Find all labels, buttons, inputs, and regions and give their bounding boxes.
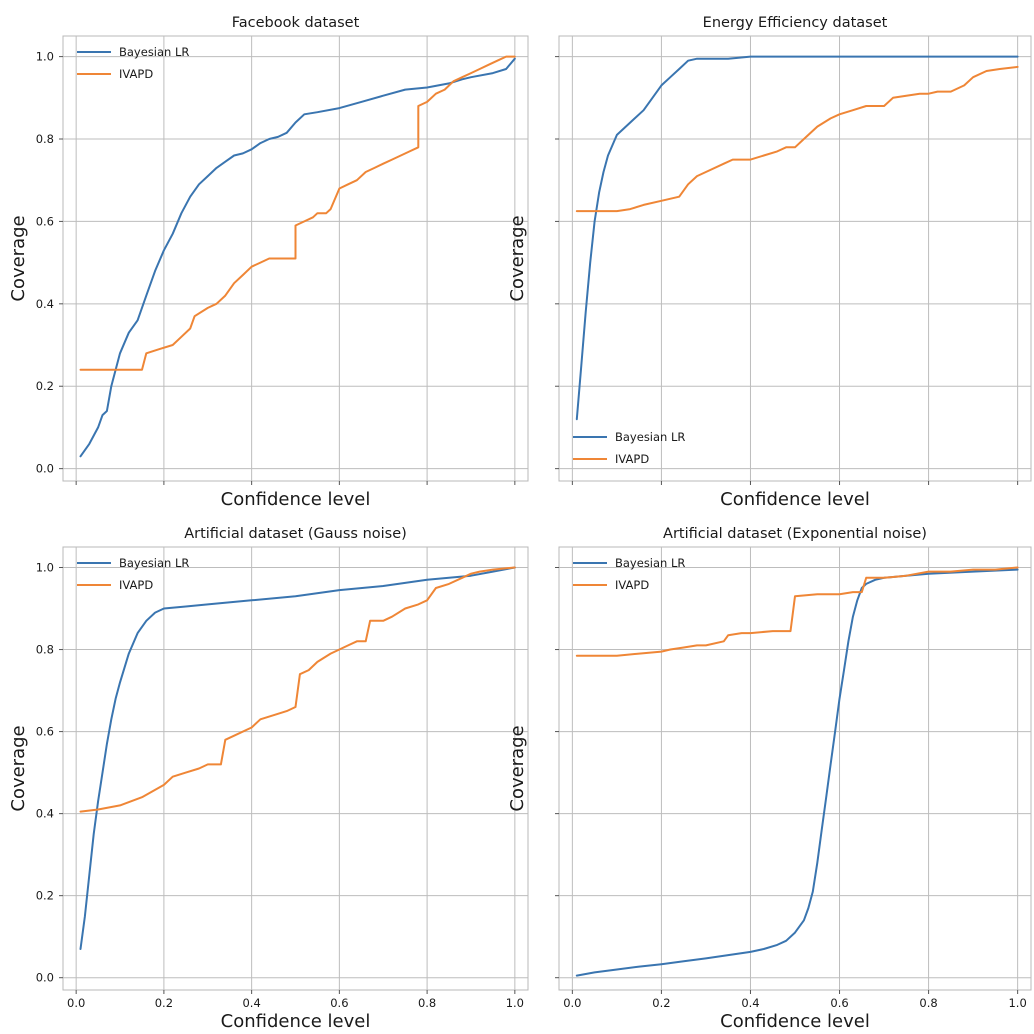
chart-0-y-tick-label-1: 0.2	[36, 379, 54, 393]
chart-2-panel: 0.0 0.2 0.4 0.6 0.8 1.0 0.0 0.2 0.4 0.6 0.8 1.0 Arti…	[8, 526, 529, 1032]
chart-1-title: Energy Efficiency dataset	[703, 15, 888, 31]
chart-3-title: Artificial dataset (Exponential noise)	[663, 526, 927, 542]
chart-2-y-tick-label-3: 0.6	[36, 725, 54, 739]
chart-2-x-axis-label: Confidence level	[221, 1011, 371, 1032]
chart-0-y-tick-label-5: 1.0	[36, 50, 54, 64]
chart-1-x-axis-label: Confidence level	[720, 489, 870, 510]
chart-2-x-tick-label-3: 0.6	[330, 996, 348, 1010]
chart-0-title: Facebook dataset	[232, 15, 360, 31]
chart-3-x-tick-label-0: 0.0	[563, 996, 581, 1010]
chart-3-x-axis-label: Confidence level	[720, 1011, 870, 1032]
chart-3-plot-area	[558, 546, 1032, 991]
chart-3-x-tick-label-1: 0.2	[652, 996, 670, 1010]
chart-0-legend-label-0: Bayesian LR	[119, 45, 189, 59]
chart-1-y-axis-label: Coverage	[507, 215, 528, 301]
chart-2-y-tick-label-1: 0.2	[36, 889, 54, 903]
chart-3-x-tick-label-4: 0.8	[919, 996, 937, 1010]
chart-0-y-tick-label-0: 0.0	[36, 462, 54, 476]
chart-3-x-tick-label-3: 0.6	[830, 996, 848, 1010]
chart-3-legend-label-0: Bayesian LR	[615, 556, 685, 570]
chart-2-y-tick-label-0: 0.0	[36, 971, 54, 985]
chart-0-y-tick-label-4: 0.8	[36, 132, 54, 146]
chart-2-x-tick-label-0: 0.0	[67, 996, 85, 1010]
chart-1-plot-area	[558, 35, 1032, 482]
chart-2-y-tick-label-4: 0.8	[36, 643, 54, 657]
chart-3-x-tick-label-2: 0.4	[741, 996, 759, 1010]
chart-2-y-tick-label-5: 1.0	[36, 561, 54, 575]
chart-2-plot-area	[62, 546, 529, 991]
chart-2-series-line-1	[79, 566, 516, 813]
chart-3-series-line-0	[575, 568, 1019, 977]
chart-0-legend-label-1: IVAPD	[119, 67, 153, 81]
chart-1-panel: Energy Efficiency dataset Confidence leve…	[507, 15, 1032, 510]
chart-0-y-tick-label-2: 0.4	[36, 297, 54, 311]
chart-0-panel: 0.0 0.2 0.4 0.6 0.8 1.0 Facebook dataset Confid…	[8, 15, 529, 510]
chart-0-series-line-1	[79, 55, 516, 371]
chart-0-series-line-0	[79, 57, 516, 458]
chart-2-y-axis-label: Coverage	[8, 725, 29, 811]
chart-0-y-axis-label: Coverage	[8, 215, 29, 301]
chart-2-y-tick-label-2: 0.4	[36, 807, 54, 821]
chart-3-legend-label-1: IVAPD	[615, 578, 649, 592]
chart-2-title: Artificial dataset (Gauss noise)	[184, 526, 407, 542]
chart-1-series-line-1	[575, 65, 1019, 213]
chart-0-x-axis-label: Confidence level	[221, 489, 371, 510]
chart-3-series-line-1	[575, 566, 1019, 657]
chart-1-legend-label-1: IVAPD	[615, 452, 649, 466]
chart-1-legend-label-0: Bayesian LR	[615, 430, 685, 444]
chart-2-legend-label-1: IVAPD	[119, 578, 153, 592]
chart-2-x-tick-label-4: 0.8	[418, 996, 436, 1010]
chart-0-y-tick-label-3: 0.6	[36, 214, 54, 228]
chart-2-series-line-0	[79, 566, 516, 950]
chart-2-x-tick-label-1: 0.2	[155, 996, 173, 1010]
chart-3-panel: 0.0 0.2 0.4 0.6 0.8 1.0 Artificial dataset (Ex…	[507, 526, 1032, 1032]
chart-3-x-tick-label-5: 1.0	[1008, 996, 1026, 1010]
chart-2-x-tick-label-5: 1.0	[506, 996, 524, 1010]
chart-3-y-axis-label: Coverage	[507, 725, 528, 811]
chart-2-x-tick-label-2: 0.4	[242, 996, 260, 1010]
chart-2-legend-label-0: Bayesian LR	[119, 556, 189, 570]
